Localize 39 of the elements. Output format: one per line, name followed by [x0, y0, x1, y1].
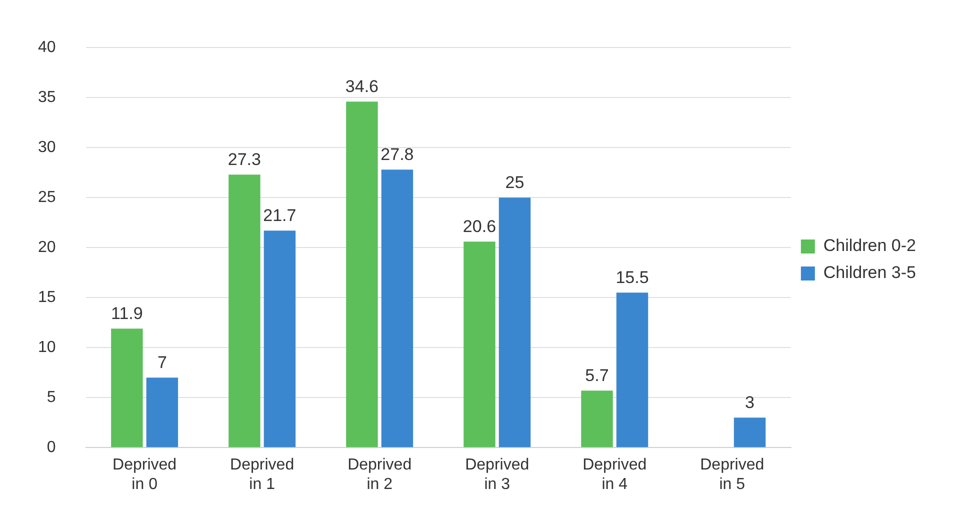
x-tick-label: Deprived in 5 — [700, 456, 764, 493]
data-label: 7 — [157, 352, 167, 372]
x-tick-label: Deprived in 3 — [465, 456, 530, 493]
data-label: 20.6 — [462, 216, 496, 236]
y-tick-label: 35 — [38, 89, 56, 106]
data-label: 15.5 — [616, 268, 649, 287]
bar — [464, 242, 496, 448]
y-tick-label: 15 — [38, 289, 56, 306]
bar — [581, 390, 613, 448]
data-label: 11.9 — [111, 304, 143, 323]
bar — [264, 230, 296, 448]
bar — [734, 418, 766, 448]
legend-label: Children 3-5 — [823, 263, 916, 282]
bar — [346, 102, 378, 448]
x-tick-label: Deprived in 0 — [112, 456, 177, 493]
x-tick-label: Deprived in 1 — [230, 456, 294, 493]
data-label: 21.7 — [263, 206, 296, 225]
bar — [111, 328, 143, 448]
data-label: 3 — [745, 392, 754, 412]
data-label: 34.6 — [345, 76, 379, 96]
y-tick-label: 0 — [46, 439, 56, 456]
bar — [498, 198, 531, 448]
data-label: 5.7 — [585, 366, 609, 385]
data-label: 27.3 — [228, 150, 261, 169]
data-label: 25 — [505, 172, 524, 192]
y-tick-label: 5 — [46, 389, 56, 406]
y-tick-label: 40 — [38, 39, 56, 56]
bar — [381, 170, 414, 448]
y-tick-label: 10 — [38, 339, 56, 356]
bar — [616, 292, 648, 448]
y-tick-label: 25 — [38, 189, 56, 206]
y-tick-label: 20 — [38, 239, 56, 256]
bar — [146, 378, 178, 448]
data-label: 27.8 — [380, 144, 414, 164]
legend-label: Children 0-2 — [823, 236, 916, 256]
bar — [228, 174, 260, 448]
y-tick-label: 30 — [38, 139, 56, 156]
x-tick-label: Deprived in 4 — [582, 456, 647, 493]
x-tick-label: Deprived in 2 — [348, 456, 412, 493]
